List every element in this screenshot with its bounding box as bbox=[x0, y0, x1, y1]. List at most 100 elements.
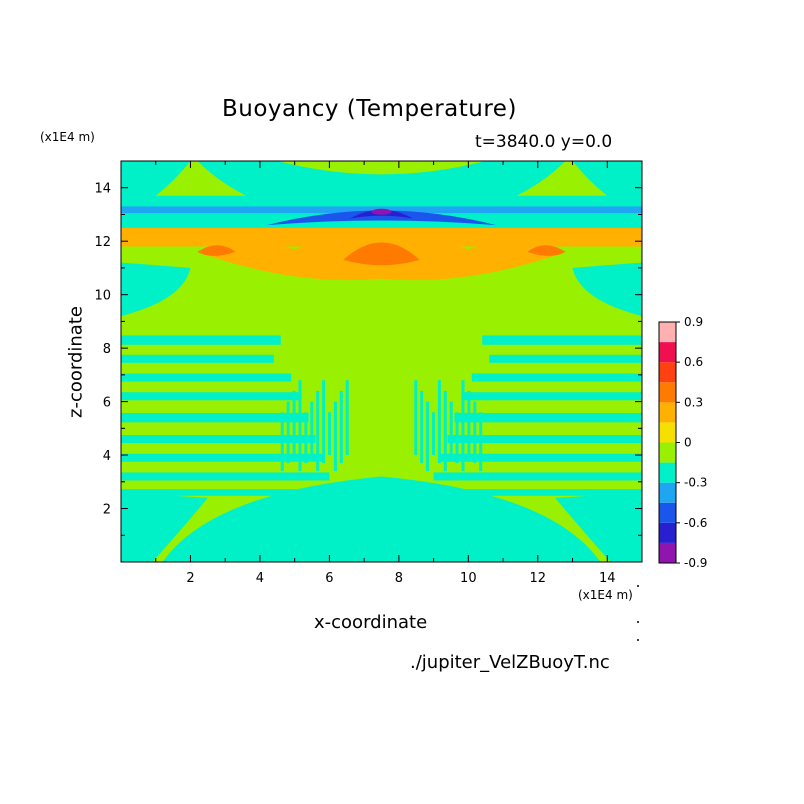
x-axis-unit: (x1E4 m) bbox=[578, 588, 633, 602]
streak bbox=[280, 412, 284, 472]
cold-band bbox=[266, 210, 497, 226]
colorbar-swatch bbox=[659, 342, 676, 363]
chart-subtitle: t=3840.0 y=0.0 bbox=[475, 132, 613, 152]
hot-core bbox=[343, 242, 420, 266]
hot-lobe-right bbox=[527, 245, 566, 256]
colorbar-label: -0.3 bbox=[684, 476, 707, 490]
colorbar-label: 0.9 bbox=[684, 315, 703, 329]
striation-band bbox=[121, 435, 316, 444]
striation-band bbox=[426, 489, 642, 496]
colorbar-swatch bbox=[659, 482, 676, 503]
x-tick-label: 12 bbox=[530, 571, 547, 586]
streak bbox=[322, 380, 326, 464]
plot-area bbox=[121, 161, 642, 562]
corner-dot bbox=[637, 621, 639, 623]
colorbar-label: -0.6 bbox=[684, 516, 707, 530]
striation-band bbox=[447, 435, 642, 444]
streak bbox=[298, 380, 302, 472]
streak bbox=[310, 401, 314, 456]
x-tick-label: 6 bbox=[325, 571, 333, 586]
streak bbox=[473, 401, 477, 464]
plot-frame bbox=[120, 160, 643, 563]
striation-band bbox=[440, 453, 642, 462]
streak bbox=[316, 390, 320, 472]
colorbar: 0.9 0.6 0.3 0 -0.3 -0.6 -0.9 bbox=[658, 315, 707, 570]
streak bbox=[333, 401, 337, 472]
colorbar-swatch bbox=[659, 402, 676, 423]
x-tick-label: 4 bbox=[256, 571, 264, 586]
cool-side-left bbox=[121, 262, 191, 317]
colorbar-swatch bbox=[659, 442, 676, 463]
striation-band bbox=[121, 392, 302, 401]
streak bbox=[414, 380, 418, 456]
colorbar-swatch bbox=[659, 522, 676, 543]
streak bbox=[328, 412, 332, 456]
y-tick-label: 10 bbox=[94, 289, 111, 304]
cool-lower-left bbox=[121, 492, 208, 562]
streak bbox=[437, 380, 441, 464]
striation-band bbox=[471, 373, 642, 382]
streak bbox=[467, 390, 471, 456]
colorbar-label: 0.3 bbox=[684, 395, 703, 409]
streak bbox=[449, 401, 453, 456]
x-axis-label: x-coordinate bbox=[314, 612, 428, 633]
colorbar-label: 0 bbox=[684, 436, 692, 450]
corner-dot bbox=[637, 639, 639, 641]
colorbar-swatch bbox=[659, 322, 676, 343]
cool-lower-dome bbox=[162, 476, 601, 562]
y-tick-label: 6 bbox=[103, 396, 111, 411]
streak bbox=[345, 380, 349, 456]
y-axis-unit: (x1E4 m) bbox=[40, 130, 95, 144]
colorbar-swatch bbox=[659, 362, 676, 383]
y-tick-label: 12 bbox=[94, 235, 111, 250]
striation-band bbox=[482, 335, 642, 345]
cool-side-right bbox=[572, 262, 642, 317]
striation-band bbox=[121, 472, 330, 481]
striation-band bbox=[121, 335, 281, 345]
streak bbox=[304, 412, 308, 464]
streak bbox=[426, 401, 430, 472]
striation-band bbox=[121, 489, 337, 496]
streak bbox=[420, 390, 424, 464]
corner-marks bbox=[637, 585, 639, 641]
y-tick-label: 14 bbox=[94, 182, 111, 197]
striation-band bbox=[121, 354, 274, 363]
striation-band bbox=[121, 453, 323, 462]
x-tick-label: 2 bbox=[186, 571, 194, 586]
x-tick-label: 8 bbox=[395, 571, 403, 586]
striation-band bbox=[121, 412, 309, 423]
x-tick-label: 14 bbox=[599, 571, 616, 586]
colorbar-label: -0.9 bbox=[684, 556, 707, 570]
streak bbox=[443, 390, 447, 472]
streak bbox=[455, 412, 459, 464]
colorbar-swatch bbox=[659, 502, 676, 523]
colorbar-swatch bbox=[659, 382, 676, 403]
source-file-label: ./jupiter_VelZBuoyT.nc bbox=[410, 652, 610, 673]
streak bbox=[431, 412, 435, 456]
striation-band bbox=[454, 412, 642, 423]
corner-dot bbox=[637, 585, 639, 587]
striation-band bbox=[489, 354, 642, 363]
colorbar-swatch bbox=[659, 422, 676, 443]
streak bbox=[292, 390, 296, 456]
striation-band bbox=[433, 472, 642, 481]
streak bbox=[286, 401, 290, 464]
axes: 2 4 6 8 10 12 14 2 4 6 8 10 12 14 bbox=[94, 161, 642, 586]
striation-band bbox=[461, 392, 642, 401]
streak bbox=[479, 412, 483, 472]
y-tick-label: 8 bbox=[103, 342, 111, 357]
cold-core-peak bbox=[371, 208, 392, 215]
hot-lobe-left bbox=[197, 245, 236, 256]
y-tick-label: 2 bbox=[103, 503, 111, 518]
streak bbox=[339, 390, 343, 464]
cool-lower-right bbox=[555, 492, 642, 562]
colorbar-swatch bbox=[659, 542, 676, 563]
colorbar-swatch bbox=[659, 462, 676, 483]
striation-band bbox=[121, 373, 292, 382]
colorbar-label: 0.6 bbox=[684, 355, 703, 369]
streak bbox=[461, 380, 465, 472]
y-tick-label: 4 bbox=[103, 449, 111, 464]
chart-title: Buoyancy (Temperature) bbox=[222, 96, 517, 122]
